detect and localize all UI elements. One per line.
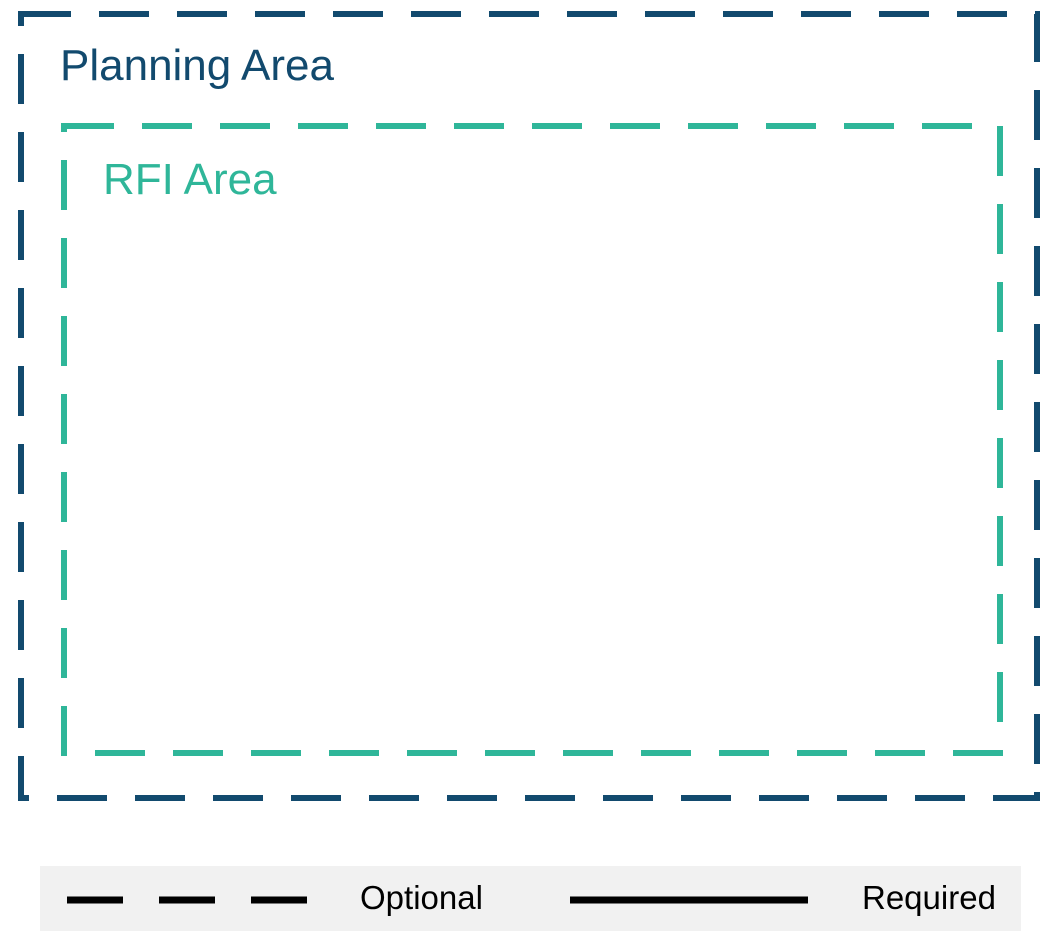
- legend: Optional Required: [40, 866, 1021, 931]
- planning-area-label: Planning Area: [60, 41, 334, 90]
- legend-lines: [67, 896, 808, 904]
- legend-optional-label: Optional: [360, 879, 483, 916]
- rfi-area-label: RFI Area: [103, 155, 277, 204]
- rfi-area-boundary: [61, 123, 1003, 756]
- legend-required-label: Required: [862, 879, 996, 916]
- area-diagram: [18, 11, 1040, 801]
- planning-area-boundary: [18, 11, 1040, 801]
